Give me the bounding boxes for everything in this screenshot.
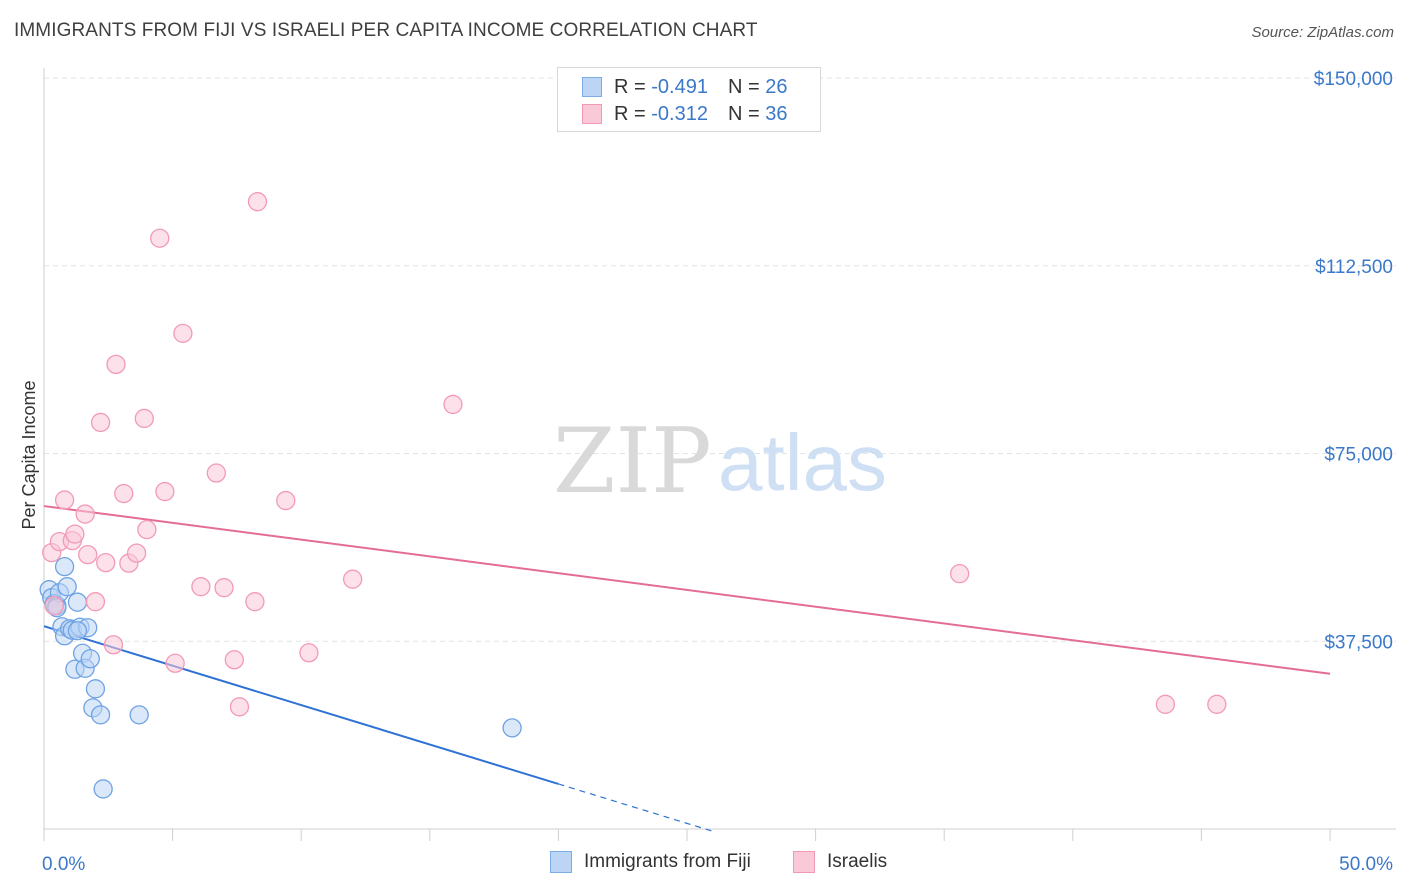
chart-source: Source: ZipAtlas.com xyxy=(1251,24,1394,41)
data-point xyxy=(57,577,77,597)
y-tick-label: $37,500 xyxy=(1324,632,1393,653)
legend-n-value-israelis: 36 xyxy=(765,102,788,125)
correlation-legend: R = -0.491 N = 26 R = -0.312 N = 36 xyxy=(557,67,821,132)
data-point xyxy=(229,697,250,717)
watermark: ZIP atlas xyxy=(553,409,887,514)
trend-line-0 xyxy=(43,625,559,785)
data-point xyxy=(1207,694,1227,714)
legend-swatch-israelis xyxy=(582,104,602,124)
y-tick-label: $75,000 xyxy=(1324,445,1393,466)
data-point xyxy=(93,779,113,799)
data-point xyxy=(96,552,116,573)
data-point xyxy=(949,564,970,584)
data-point xyxy=(299,643,319,663)
data-point xyxy=(155,481,175,502)
data-point xyxy=(134,408,154,429)
legend-swatch-fiji xyxy=(582,77,602,97)
legend-n-value-fiji: 26 xyxy=(765,75,788,98)
data-point xyxy=(85,679,106,699)
data-point xyxy=(114,483,134,504)
grid-lines xyxy=(44,77,1396,642)
data-point xyxy=(44,596,64,616)
watermark-atlas: atlas xyxy=(718,418,887,507)
data-point xyxy=(106,354,126,375)
legend-r-label: R = xyxy=(614,75,646,98)
data-point xyxy=(245,592,265,612)
series-legend-item-israelis: Israelis xyxy=(793,851,887,873)
data-point xyxy=(65,524,85,544)
data-point xyxy=(443,394,463,415)
data-point xyxy=(85,592,106,612)
legend-n-label: N = xyxy=(727,102,760,125)
data-point xyxy=(150,228,170,248)
data-point xyxy=(502,718,522,738)
data-point xyxy=(342,569,363,589)
data-point xyxy=(80,649,100,669)
y-axis-label: Per Capita Income xyxy=(19,380,39,529)
y-tick-label: $150,000 xyxy=(1314,69,1393,90)
series-swatch-fiji xyxy=(550,851,572,873)
data-point xyxy=(173,323,193,343)
data-point xyxy=(247,192,268,212)
data-point xyxy=(54,557,75,577)
data-point xyxy=(103,635,124,655)
data-point xyxy=(67,592,88,612)
series-legend: Immigrants from Fiji Israelis xyxy=(0,851,1406,877)
x-tick-label: 50.0% xyxy=(1339,854,1393,875)
watermark-zip: ZIP xyxy=(553,409,712,514)
data-point xyxy=(224,650,244,670)
data-point xyxy=(90,412,111,433)
data-point xyxy=(67,621,88,641)
data-point xyxy=(90,705,111,725)
x-tick-label: 0.0% xyxy=(42,854,85,875)
legend-row-fiji: R = -0.491 N = 26 xyxy=(582,75,787,99)
data-point xyxy=(129,705,149,725)
series-legend-item-fiji: Immigrants from Fiji xyxy=(550,851,751,873)
data-point xyxy=(206,463,226,483)
data-point xyxy=(1155,694,1176,714)
data-point xyxy=(75,504,95,524)
trend-lines xyxy=(43,505,1331,832)
trend-line-extension xyxy=(558,783,713,832)
axis-labels: $37,500 $75,000 $112,500 $150,000 0.0% 50.0% P… xyxy=(19,69,1393,875)
legend-n-label: N = xyxy=(727,75,760,98)
legend-r-value-israelis: -0.312 xyxy=(651,102,708,125)
data-point xyxy=(165,653,185,673)
data-point xyxy=(137,519,157,540)
chart-title: IMMIGRANTS FROM FIJI VS ISRAELI PER CAPI… xyxy=(14,20,758,41)
series-label-israelis: Israelis xyxy=(827,851,888,872)
data-point xyxy=(78,544,98,565)
data-point xyxy=(276,490,296,511)
data-points xyxy=(39,192,1227,799)
data-point xyxy=(191,577,211,597)
y-tick-label: $112,500 xyxy=(1315,257,1393,278)
data-point xyxy=(126,543,147,563)
trend-line-1 xyxy=(43,505,1331,675)
axes xyxy=(43,68,1396,841)
legend-r-value-fiji: -0.491 xyxy=(651,75,708,98)
series-swatch-israelis xyxy=(793,851,815,873)
legend-r-label: R = xyxy=(614,102,646,125)
series-label-fiji: Immigrants from Fiji xyxy=(584,851,751,872)
legend-row-israelis: R = -0.312 N = 36 xyxy=(582,102,787,126)
data-point xyxy=(214,578,234,598)
data-point xyxy=(54,490,75,510)
